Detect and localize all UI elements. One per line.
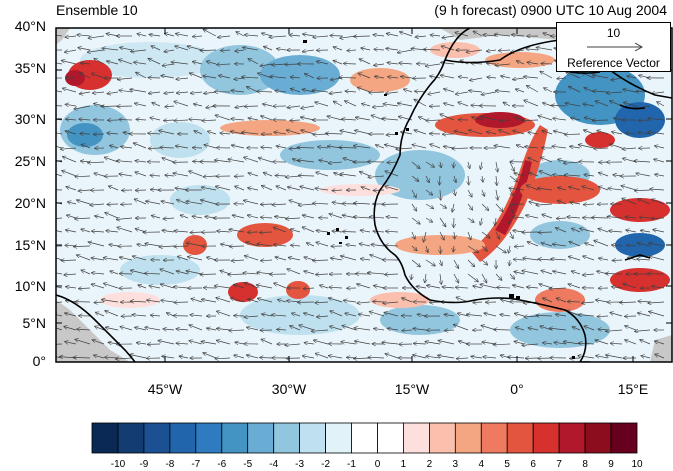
lon-label-30w: 30°W [271, 381, 307, 397]
map-plot-area [56, 28, 672, 362]
colorbar-tick-label: 5 [504, 459, 510, 470]
islands [303, 40, 575, 359]
colorbar-tick-label: 2 [426, 459, 433, 470]
lat-label-15n: 15°N [14, 237, 46, 253]
lat-label-40n: 40°N [14, 18, 46, 34]
colorbar-tick-label: -10 [110, 459, 126, 470]
lon-label-15w: 15°W [394, 381, 430, 397]
colorbar-swatch [143, 422, 171, 454]
lon-label-45w: 45°W [147, 381, 183, 397]
map-frame [55, 27, 673, 363]
colorbar-swatch [506, 422, 534, 454]
colorbar-swatch [480, 422, 508, 454]
colorbar-swatch [428, 422, 456, 454]
colorbar-tick-label: -6 [217, 459, 227, 470]
colorbar-tick-label: -7 [191, 459, 201, 470]
colorbar-tick-label: -4 [269, 459, 279, 470]
colorbar-swatch [247, 422, 275, 454]
colorbar-tick-label: 3 [452, 459, 459, 470]
colorbar-tick-label: -5 [243, 459, 253, 470]
lon-label-15e: 15°E [617, 381, 649, 397]
reference-vector-magnitude: 10 [606, 26, 621, 40]
colorbar-tick-label: -2 [321, 459, 331, 470]
lat-label-0: 0° [32, 353, 46, 369]
colorbar-swatch [610, 422, 638, 454]
colorbar-tick-label: 10 [631, 459, 643, 470]
colorbar [91, 422, 638, 454]
colorbar-swatch [273, 422, 301, 454]
wind-vector-field [56, 29, 665, 359]
colorbar-tick-label: -3 [295, 459, 305, 470]
colorbar-tick-label: -9 [139, 459, 149, 470]
lat-label-30n: 30°N [14, 111, 46, 127]
colorbar-swatch [299, 422, 327, 454]
lat-label-5n: 5°N [22, 315, 47, 331]
colorbar-swatch [454, 422, 482, 454]
reference-vector-legend: 10 Reference Vector [556, 22, 671, 72]
colorbar-swatch [325, 422, 353, 454]
colorbar-swatch [558, 422, 586, 454]
colorbar-swatch [402, 422, 430, 454]
colorbar-swatch [195, 422, 223, 454]
colorbar-swatch [377, 422, 404, 454]
colorbar-swatch [91, 422, 119, 454]
reference-arrow-icon [587, 42, 644, 52]
colorbar-swatch [351, 422, 378, 454]
axis-ticks [56, 27, 672, 363]
colorbar-swatch [532, 422, 560, 454]
lat-label-20n: 20°N [14, 195, 46, 211]
colorbar-tick-label: 1 [400, 459, 407, 470]
colorbar-tick-label: 9 [608, 459, 614, 470]
lat-label-10n: 10°N [14, 278, 46, 294]
lat-label-35n: 35°N [14, 60, 46, 76]
plot-title-right: (9 h forecast) 0900 UTC 10 Aug 2004 [434, 2, 667, 18]
colorbar-swatch [117, 422, 145, 454]
colorbar-tick-label: 6 [530, 459, 536, 470]
colorbar-tick-label: 0 [374, 459, 381, 470]
reference-vector-label: Reference Vector [567, 56, 660, 70]
colorbar-tick-label: -1 [347, 459, 356, 470]
colorbar-tick-label: 7 [556, 459, 562, 470]
colorbar-tick-label: 4 [478, 459, 485, 470]
colorbar-swatch [584, 422, 612, 454]
plot-title-left: Ensemble 10 [56, 2, 138, 18]
colorbar-tick-label: 8 [582, 459, 588, 470]
colorbar-swatch [221, 422, 249, 454]
lon-label-0: 0° [510, 381, 524, 397]
lat-label-25n: 25°N [14, 153, 46, 169]
anomaly-field [60, 42, 670, 348]
colorbar-tick-label: -8 [165, 459, 175, 470]
colorbar-swatch [169, 422, 197, 454]
